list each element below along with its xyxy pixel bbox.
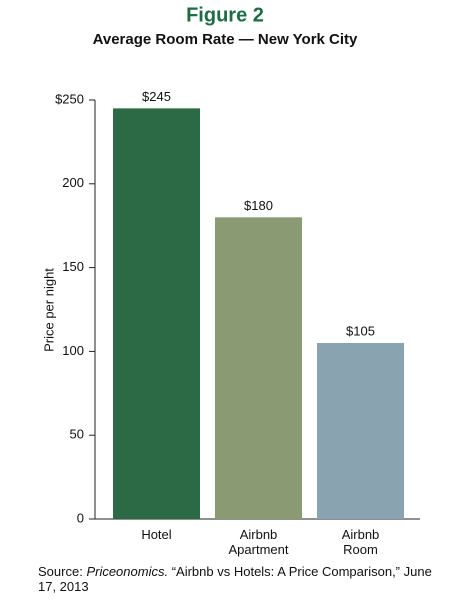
y-tick-label: 100: [62, 343, 84, 358]
value-label: $245: [142, 89, 171, 104]
source-publisher: Priceonomics.: [86, 564, 169, 579]
y-axis-label: Price per night: [41, 268, 56, 352]
y-tick-label: 0: [77, 510, 84, 525]
bar: [215, 217, 302, 519]
source-label: Source:: [38, 564, 83, 579]
source-note: Source: Priceonomics. “Airbnb vs Hotels:…: [38, 564, 438, 594]
value-label: $105: [346, 323, 375, 338]
source-text: “Airbnb vs Hotels: A Price Comparison,” …: [38, 564, 432, 594]
x-tick-label: Hotel: [141, 527, 171, 542]
x-tick-label: Airbnb Apartment: [229, 527, 289, 557]
bar: [113, 108, 200, 519]
chart-subtitle: Average Room Rate — New York City: [93, 31, 358, 48]
y-tick-label: 150: [62, 259, 84, 274]
chart-title: Figure 2: [186, 4, 264, 26]
bar: [317, 343, 404, 519]
value-label: $180: [244, 198, 273, 213]
x-tick-label: Airbnb Room: [342, 527, 380, 557]
chart: Figure 2 Average Room Rate — New York Ci…: [41, 4, 420, 557]
y-tick-label: 50: [70, 427, 84, 442]
y-tick-label: 200: [62, 175, 84, 190]
y-tick-label: $250: [55, 91, 84, 106]
